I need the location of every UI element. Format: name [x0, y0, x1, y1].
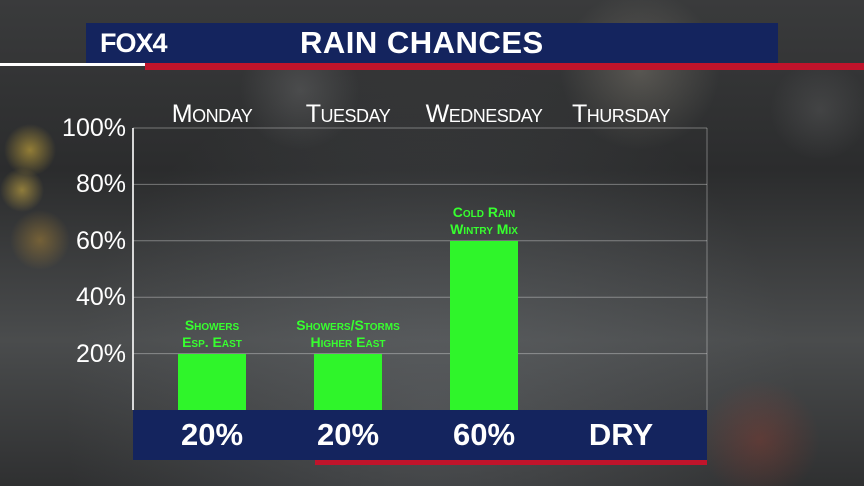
bar-note-label: Cold Rain Wintry Mix [450, 203, 518, 237]
y-tick-label: 40% [75, 283, 126, 312]
day-label: Monday [171, 100, 253, 128]
rain-chance-bar [178, 353, 246, 410]
day-label: Thursday [572, 100, 670, 128]
bar-note-label: Showers Esp. East [182, 316, 242, 350]
header-red-rule [145, 63, 864, 70]
day-label: Wednesday [425, 100, 543, 128]
fox4-logo: FOX4 [100, 28, 168, 58]
y-tick-label: 60% [75, 226, 126, 255]
y-tick-label: 100% [62, 114, 126, 142]
value-label: 60% [452, 417, 516, 452]
value-label: 20% [316, 417, 380, 452]
rain-chance-bar [450, 240, 518, 410]
value-bar-red-rule [315, 460, 707, 465]
header-white-rule [0, 63, 150, 66]
y-tick-label: 20% [75, 339, 126, 368]
page-title: RAIN CHANCES [300, 25, 544, 60]
value-label: DRY [588, 417, 654, 452]
y-tick-label: 80% [75, 170, 126, 199]
day-label: Tuesday [305, 100, 391, 128]
bar-note-label: Showers/Storms Higher East [296, 316, 400, 350]
rain-chance-bar [314, 353, 382, 410]
value-label: 20% [180, 417, 244, 452]
value-bar [133, 410, 707, 460]
header-bar [86, 23, 778, 63]
